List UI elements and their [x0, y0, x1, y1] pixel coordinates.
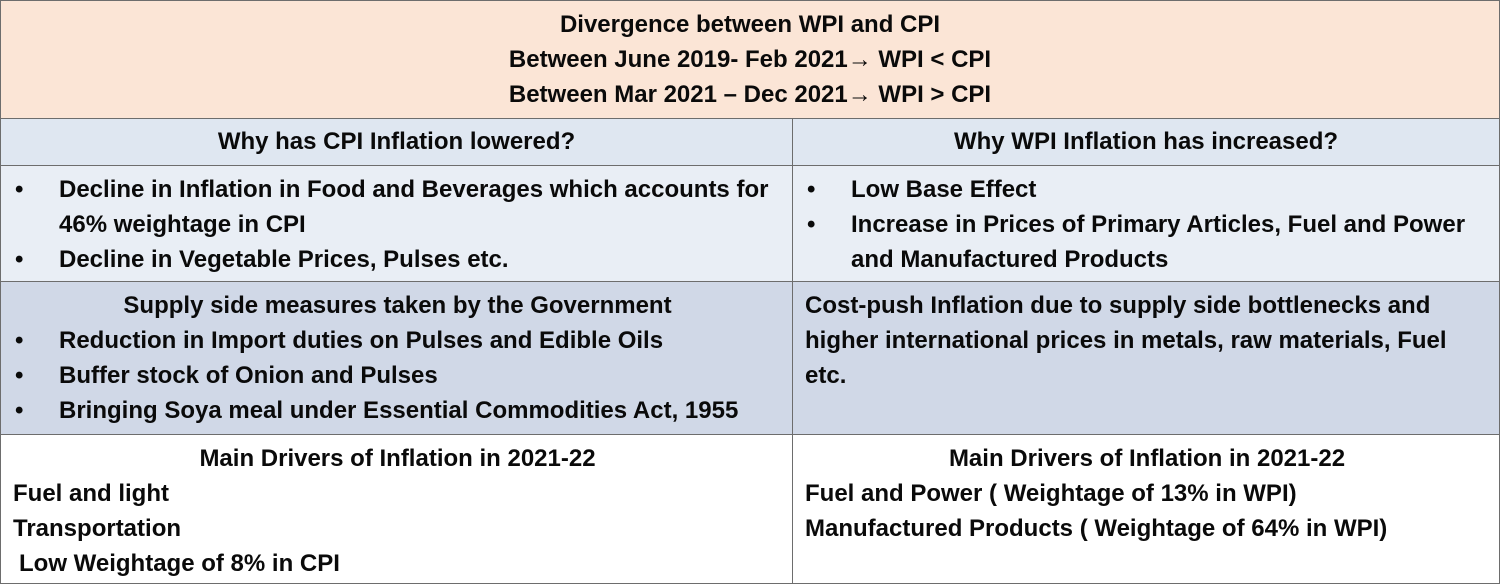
supply-measures-heading: Supply side measures taken by the Govern… — [123, 292, 672, 319]
list-item: Decline in Vegetable Prices, Pulses etc. — [13, 242, 782, 277]
list-item: Reduction in Import duties on Pulses and… — [13, 323, 782, 358]
list-item: Fuel and light — [13, 480, 169, 507]
list-item: Decline in Inflation in Food and Beverag… — [13, 172, 782, 242]
cost-push-text: Cost-push Inflation due to supply side b… — [805, 292, 1447, 389]
list-item: Manufactured Products ( Weightage of 64%… — [805, 515, 1388, 542]
cpi-drivers-heading: Main Drivers of Inflation in 2021-22 — [199, 445, 596, 472]
title-line-2: Between June 2019- Feb 2021→ WPI < CPI — [508, 46, 992, 73]
wpi-header: Why WPI Inflation has increased? — [953, 128, 1339, 155]
list-item: Buffer stock of Onion and Pulses — [13, 358, 782, 393]
cpi-header-cell: Why has CPI Inflation lowered? — [0, 118, 793, 166]
cpi-reasons-cell: Decline in Inflation in Food and Beverag… — [0, 165, 793, 282]
wpi-drivers-heading: Main Drivers of Inflation in 2021-22 — [948, 445, 1346, 472]
cpi-weightage-note: Low Weightage of 8% in CPI — [19, 550, 340, 577]
list-item: Bringing Soya meal under Essential Commo… — [13, 393, 782, 428]
cpi-drivers-cell: Main Drivers of Inflation in 2021-22 Fue… — [0, 434, 793, 584]
list-item: Transportation — [13, 515, 182, 542]
list-item: Low Base Effect — [805, 172, 1489, 207]
supply-measures-list: Reduction in Import duties on Pulses and… — [13, 323, 782, 428]
wpi-header-cell: Why WPI Inflation has increased? — [792, 118, 1500, 166]
cpi-reasons-list: Decline in Inflation in Food and Beverag… — [13, 172, 782, 277]
wpi-drivers-cell: Main Drivers of Inflation in 2021-22 Fue… — [792, 434, 1500, 584]
title-cell: Divergence between WPI and CPI Between J… — [0, 0, 1500, 119]
title-line-1: Divergence between WPI and CPI — [559, 11, 941, 38]
wpi-reasons-list: Low Base Effect Increase in Prices of Pr… — [805, 172, 1489, 277]
title-line-3: Between Mar 2021 – Dec 2021→ WPI > CPI — [508, 81, 992, 108]
supply-measures-cell: Supply side measures taken by the Govern… — [0, 281, 793, 435]
list-item: Increase in Prices of Primary Articles, … — [805, 207, 1489, 277]
list-item: Fuel and Power ( Weightage of 13% in WPI… — [805, 480, 1297, 507]
wpi-reasons-cell: Low Base Effect Increase in Prices of Pr… — [792, 165, 1500, 282]
cost-push-cell: Cost-push Inflation due to supply side b… — [792, 281, 1500, 435]
cpi-header: Why has CPI Inflation lowered? — [217, 128, 576, 155]
